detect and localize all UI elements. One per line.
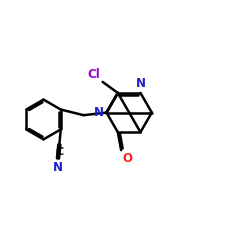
Text: N: N [53,161,63,174]
Text: Cl: Cl [88,68,101,80]
Text: O: O [122,152,132,165]
Text: C: C [55,147,64,158]
Text: N: N [94,106,104,119]
Text: N: N [136,77,145,90]
